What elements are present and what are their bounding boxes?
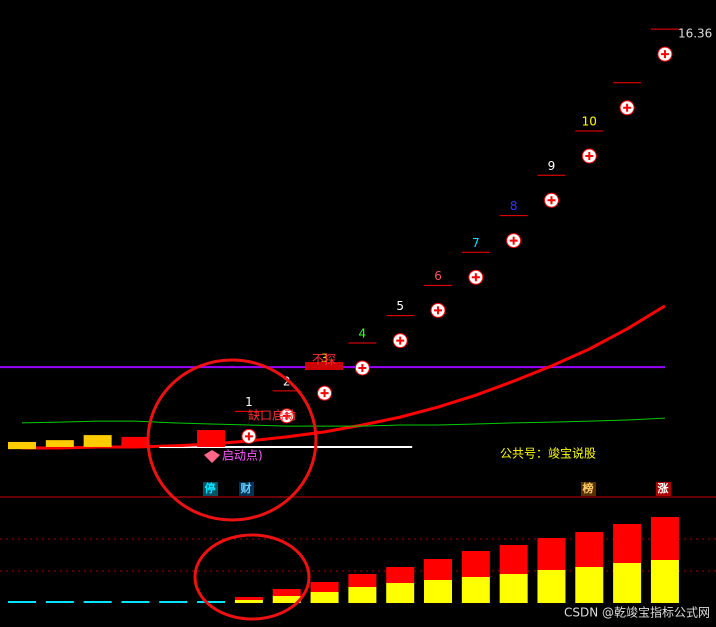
bar-segment <box>310 582 339 592</box>
bar-segment <box>461 577 490 603</box>
signal-marker <box>430 302 446 318</box>
signal-marker <box>317 385 333 401</box>
day-label: 7 <box>472 236 480 250</box>
bar-segment <box>424 580 453 603</box>
bar-segment <box>386 567 415 583</box>
bar-segment <box>575 532 604 567</box>
candle-body <box>159 446 188 449</box>
bar-segment <box>499 574 528 603</box>
signal-marker <box>354 360 370 376</box>
candle-body <box>121 436 150 447</box>
candle-body <box>8 441 36 450</box>
day-label: 2 <box>283 374 291 388</box>
marker-plus <box>320 389 329 398</box>
annotation: 不探 <box>312 353 336 367</box>
high-label: 16.36 <box>678 27 712 41</box>
marker-plus <box>585 151 594 160</box>
bar-segment <box>537 538 566 570</box>
indicator-line <box>22 304 666 450</box>
bar-segment <box>121 601 150 603</box>
marker-plus <box>547 196 556 205</box>
signal-marker <box>581 148 597 164</box>
signal-marker <box>506 233 522 249</box>
marker-plus <box>471 273 480 282</box>
day-label: 1 <box>245 395 253 409</box>
tag: 涨 <box>658 481 669 495</box>
tag: 停 <box>205 481 216 495</box>
bar-segment <box>461 551 490 577</box>
signal-marker <box>279 408 295 424</box>
marker-plus <box>244 432 253 441</box>
signal-marker <box>543 192 559 208</box>
bar-segment <box>650 560 679 603</box>
bar-segment <box>348 574 377 587</box>
tag-bg <box>581 482 596 496</box>
day-label: 10 <box>582 114 597 128</box>
bar-segment <box>613 563 642 603</box>
bar-segment <box>499 545 528 574</box>
marker-plus <box>358 363 367 372</box>
day-label: 4 <box>359 326 367 340</box>
tag-bg <box>203 482 218 496</box>
diamond-icon <box>204 450 220 463</box>
bar-segment <box>348 587 377 603</box>
watermark: CSDN @乾竣宝指标公式网 <box>564 605 710 620</box>
bar-segment <box>310 592 339 603</box>
marker-plus <box>623 103 632 112</box>
signal-marker <box>241 428 257 444</box>
signal-marker <box>468 269 484 285</box>
highlight-circle <box>146 358 318 522</box>
highlight-circle <box>193 533 311 621</box>
day-label: 3 <box>321 352 329 366</box>
marker-plus <box>282 411 291 420</box>
bar-segment <box>234 600 263 603</box>
bar-segment <box>650 517 679 560</box>
candle-body <box>197 430 226 447</box>
signal-marker <box>657 46 673 62</box>
tag-bg <box>239 482 254 496</box>
marker-plus <box>434 306 443 315</box>
bar-segment <box>537 570 566 603</box>
annotation: 公共号：竣宝说股 <box>500 446 596 461</box>
tag: 榜 <box>583 481 594 495</box>
bar-segment <box>159 601 188 603</box>
bar-segment <box>197 601 226 603</box>
bar-segment <box>234 597 263 600</box>
marker-plus <box>396 336 405 345</box>
bar-segment <box>424 559 453 580</box>
bar-segment <box>45 601 74 603</box>
bar-segment <box>272 589 301 596</box>
bar-segment <box>8 601 36 603</box>
bar-segment <box>272 596 301 603</box>
signal-marker <box>392 333 408 349</box>
tag-bg <box>656 482 671 496</box>
day-label: 8 <box>510 199 518 213</box>
bar-segment <box>83 601 112 603</box>
day-label: 5 <box>396 299 404 313</box>
bar-segment <box>386 583 415 603</box>
tag: 财 <box>240 481 252 495</box>
signal-marker <box>619 100 635 116</box>
day-label: 6 <box>434 269 442 283</box>
day-label: 9 <box>548 159 556 173</box>
label-bg <box>305 362 343 370</box>
bar-segment <box>613 524 642 563</box>
indicator-line <box>21 417 665 427</box>
annotation: 启动点) <box>222 449 263 463</box>
annotation: 缺口启动 <box>248 408 296 423</box>
marker-plus <box>660 50 669 59</box>
bar-segment <box>575 567 604 603</box>
marker-plus <box>509 236 518 245</box>
candle-body <box>45 440 74 447</box>
candle-body <box>83 435 112 447</box>
